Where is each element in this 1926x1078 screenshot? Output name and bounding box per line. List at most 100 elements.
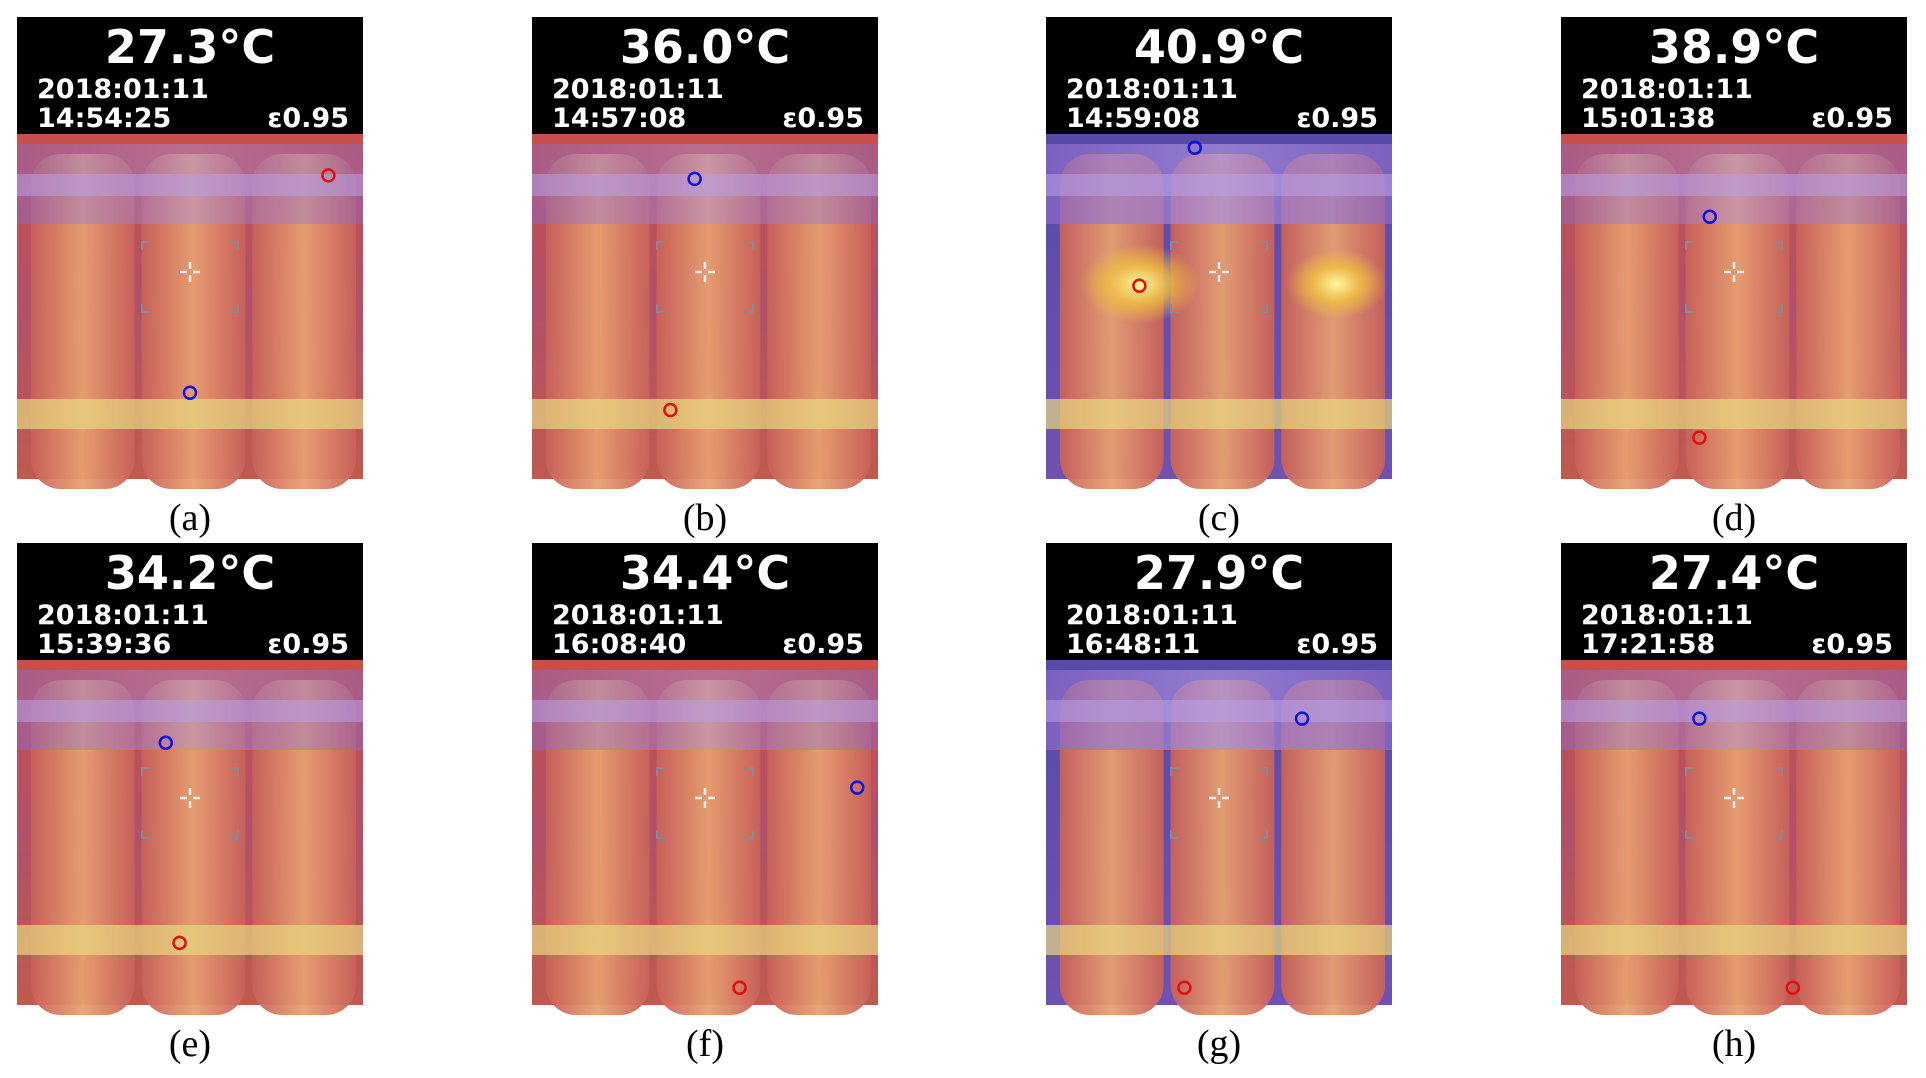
strap — [532, 925, 878, 955]
time: 15:39:36 — [37, 629, 171, 660]
emissivity: ε0.95 — [1811, 629, 1893, 660]
crosshair — [695, 788, 715, 808]
header-bar — [17, 543, 363, 660]
min-marker — [1294, 711, 1310, 726]
panel-label: (e) — [169, 1023, 211, 1065]
measure-frame — [1170, 241, 1268, 313]
crosshair — [1724, 262, 1744, 282]
emissivity: ε0.95 — [1811, 103, 1893, 134]
time: 14:57:08 — [552, 103, 686, 134]
measure-frame — [1170, 767, 1268, 839]
strap — [1561, 925, 1907, 955]
crosshair — [180, 262, 200, 282]
time: 14:59:08 — [1066, 103, 1200, 134]
date: 2018:01:11 — [1066, 600, 1238, 631]
header-bar — [532, 17, 878, 134]
max-marker — [172, 935, 187, 951]
max-marker — [1785, 980, 1801, 995]
crosshair — [1209, 262, 1229, 282]
thermal-image — [17, 134, 363, 489]
max-marker — [732, 980, 747, 995]
emissivity: ε0.95 — [1296, 629, 1378, 660]
crosshair — [1724, 788, 1744, 808]
measure-frame — [141, 241, 239, 313]
thermal-image — [532, 660, 878, 1015]
hot-spot — [1079, 244, 1200, 324]
temperature: 40.9°C — [1134, 20, 1304, 74]
date: 2018:01:11 — [552, 74, 724, 105]
time: 14:54:25 — [37, 103, 171, 134]
panel-label: (d) — [1712, 497, 1756, 539]
strap — [532, 700, 878, 722]
emissivity: ε0.95 — [1296, 103, 1378, 134]
panel-label: (f) — [686, 1023, 724, 1065]
strap — [17, 925, 363, 955]
strap — [1046, 399, 1392, 429]
thermal-image — [1561, 134, 1907, 489]
crosshair — [1209, 788, 1229, 808]
min-marker — [1692, 711, 1707, 726]
min-marker — [182, 385, 198, 400]
header-bar — [1046, 17, 1392, 134]
measure-frame — [1685, 767, 1783, 839]
min-marker — [687, 171, 702, 187]
panel-label: (g) — [1197, 1023, 1241, 1065]
temperature: 34.4°C — [620, 546, 790, 600]
hot-spot — [1286, 249, 1387, 319]
strap — [17, 399, 363, 429]
temperature: 27.3°C — [105, 20, 275, 74]
emissivity: ε0.95 — [267, 629, 349, 660]
header-bar — [1561, 543, 1907, 660]
crosshair — [695, 262, 715, 282]
strap — [1046, 700, 1392, 722]
emissivity: ε0.95 — [267, 103, 349, 134]
time: 16:48:11 — [1066, 629, 1200, 660]
min-marker — [849, 780, 865, 795]
header-bar — [1561, 17, 1907, 134]
date: 2018:01:11 — [1066, 74, 1238, 105]
max-marker — [1177, 980, 1192, 995]
time: 17:21:58 — [1581, 629, 1715, 660]
date: 2018:01:11 — [552, 600, 724, 631]
date: 2018:01:11 — [1581, 600, 1753, 631]
max-marker — [663, 402, 678, 418]
measure-frame — [656, 241, 754, 313]
strap — [17, 174, 363, 196]
strap — [1046, 174, 1392, 196]
thermal-image — [17, 660, 363, 1015]
measure-frame — [1685, 241, 1783, 313]
thermal-image — [1046, 660, 1392, 1015]
min-marker — [1702, 209, 1718, 225]
measure-frame — [141, 767, 239, 839]
strap — [1046, 925, 1392, 955]
panel-label: (h) — [1712, 1023, 1756, 1065]
emissivity: ε0.95 — [782, 103, 864, 134]
panel-label: (b) — [683, 497, 727, 539]
temperature: 38.9°C — [1649, 20, 1819, 74]
max-marker — [1692, 430, 1707, 445]
strap — [1561, 399, 1907, 429]
date: 2018:01:11 — [37, 74, 209, 105]
strap — [532, 399, 878, 429]
temperature: 34.2°C — [105, 546, 275, 600]
panel-label: (c) — [1198, 497, 1240, 539]
thermal-image — [1561, 660, 1907, 1015]
temperature: 27.4°C — [1649, 546, 1819, 600]
min-marker — [158, 735, 174, 751]
date: 2018:01:11 — [37, 600, 209, 631]
max-marker — [1132, 278, 1147, 294]
emissivity: ε0.95 — [782, 629, 864, 660]
panel-label: (a) — [169, 497, 211, 539]
measure-frame — [656, 767, 754, 839]
min-marker — [1187, 140, 1203, 156]
strap — [1561, 700, 1907, 722]
